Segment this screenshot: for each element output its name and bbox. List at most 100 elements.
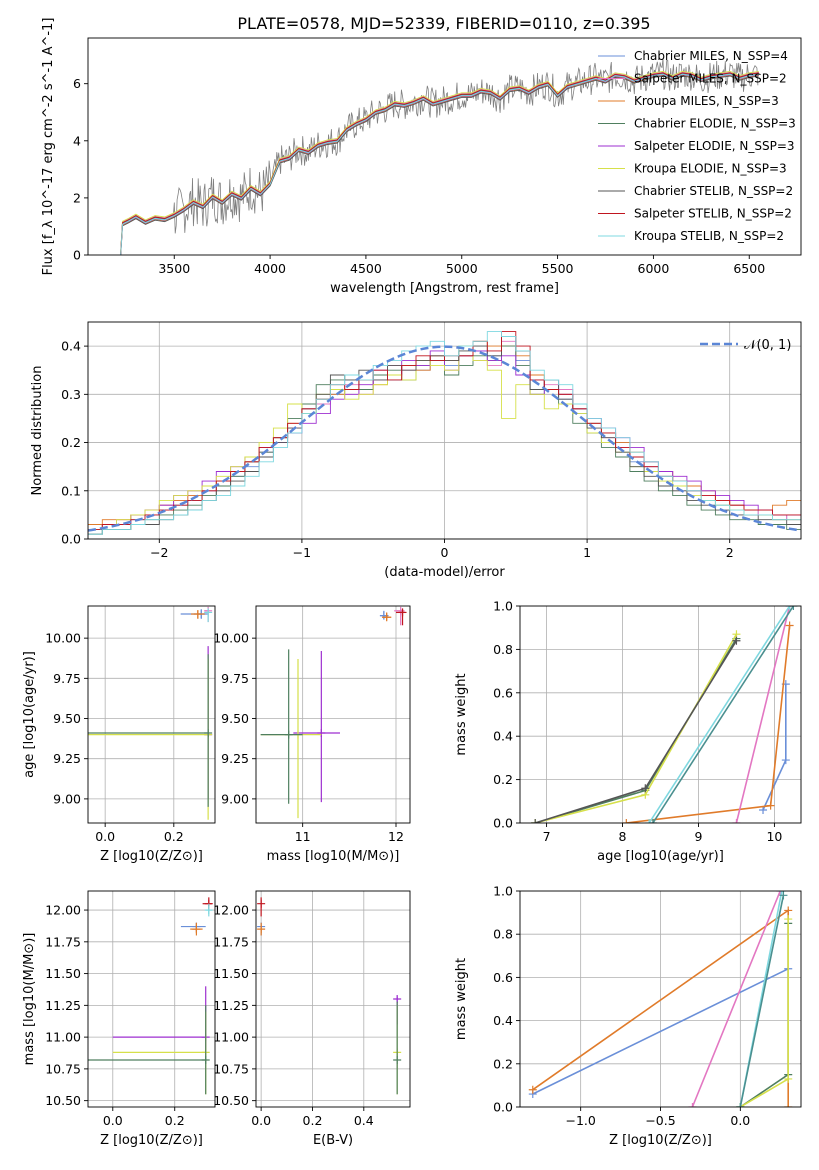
weight-marker-1-1 — [766, 801, 775, 810]
plot-area-age-weight — [520, 606, 801, 823]
x-tick-label: 11 — [295, 829, 311, 844]
point-marker-1 — [193, 610, 202, 619]
weight-line-3 — [534, 638, 738, 823]
weight-marker-6-0 — [645, 819, 654, 823]
plot-area-z-weight — [520, 891, 801, 1107]
x-axis-label: mass [log10(M/M⊙)] — [267, 849, 400, 864]
x-axis-label: (data-model)/error — [384, 565, 505, 580]
point-marker-1 — [257, 925, 266, 934]
x-tick-label: 3500 — [158, 261, 190, 276]
y-tick-label: 9.00 — [221, 791, 249, 806]
y-tick-label: 0.6 — [493, 685, 513, 700]
spectrum-model-line-7 — [120, 72, 759, 255]
y-tick-label: 0.2 — [493, 772, 513, 787]
x-tick-label: 12 — [388, 829, 404, 844]
x-axis-label: Z [log10(Z/Z⊙)] — [100, 849, 203, 864]
point-marker-5 — [393, 1055, 402, 1064]
legend-label-8: Kroupa STELIB, N_SSP=2 — [634, 229, 784, 243]
x-axis-label: wavelength [Angstrom, rest frame] — [330, 281, 559, 296]
y-tick-label: 1.0 — [493, 884, 513, 899]
x-tick-label: 4500 — [350, 261, 382, 276]
weight-marker-6-0 — [736, 1103, 745, 1107]
weight-marker-6-1 — [785, 606, 794, 610]
y-tick-label: 10.50 — [45, 1093, 81, 1108]
y-tick-label: 0.6 — [493, 970, 513, 985]
point-marker-5 — [204, 728, 213, 737]
plot-area-spectrum — [120, 58, 759, 255]
axes-frame — [255, 605, 411, 824]
x-tick-label: 0.0 — [730, 1113, 750, 1128]
y-tick-label: 0.3 — [61, 387, 81, 402]
y-tick-label: 11.00 — [45, 1030, 81, 1045]
x-tick-label: −0.5 — [645, 1113, 675, 1128]
legend-label-gaussian: 𝒩(0, 1) — [744, 338, 791, 353]
panel-mass-age: 11 12 9.00 9.25 9.50 9.75 10.00 mass [log10(M/M… — [213, 605, 411, 864]
y-tick-label: 9.50 — [53, 711, 81, 726]
y-axis-label: mass [log10(M/M⊙)] — [22, 933, 37, 1066]
y-axis-label: Flux [f_λ 10^-17 erg cm^-2 s^-1 A^-1] — [41, 18, 56, 276]
y-tick-label: 9.25 — [53, 751, 81, 766]
y-tick-label: 2 — [73, 190, 81, 205]
legend-label-2: Kroupa MILES, N_SSP=3 — [634, 94, 779, 108]
point-marker-2 — [396, 606, 405, 615]
y-tick-label: 0.0 — [61, 532, 81, 547]
weight-marker-2-0 — [732, 819, 741, 823]
point-marker-1 — [192, 925, 201, 934]
y-tick-label: 9.75 — [53, 671, 81, 686]
x-tick-label: 7 — [543, 829, 551, 844]
y-tick-label: 11.75 — [45, 934, 81, 949]
weight-marker-5-0 — [531, 819, 540, 823]
spectrum-model-line-6 — [120, 75, 759, 255]
y-tick-label: 11.00 — [213, 1030, 249, 1045]
y-axis-label: Normed distribution — [30, 366, 45, 496]
y-tick-label: 10.00 — [213, 631, 249, 646]
weight-marker-7-0 — [648, 819, 657, 823]
x-tick-label: 0 — [441, 545, 449, 560]
spectrum-model-line-5 — [120, 70, 759, 253]
weight-marker-2-0 — [688, 1103, 697, 1107]
x-axis-label: Z [log10(Z/Z⊙)] — [609, 1133, 712, 1148]
y-tick-label: 6 — [73, 76, 81, 91]
y-tick-label: 1.0 — [493, 599, 513, 614]
plot-area-mass-age — [256, 606, 410, 823]
y-tick-label: 0.2 — [493, 1056, 513, 1071]
plot-area-ebv-mass — [256, 891, 410, 1107]
y-tick-label: 12.00 — [45, 903, 81, 918]
spectrum-model-line-1 — [120, 71, 759, 254]
legend-label-0: Chabrier MILES, N_SSP=4 — [634, 49, 788, 63]
axes-frame — [255, 890, 411, 1108]
legend-label-6: Chabrier STELIB, N_SSP=2 — [634, 184, 793, 198]
weight-marker-5-2 — [732, 636, 741, 645]
point-marker-6 — [204, 608, 213, 617]
y-tick-label: 12.00 — [213, 903, 249, 918]
point-marker-3 — [398, 608, 407, 617]
x-tick-label: 9 — [694, 829, 702, 844]
weight-line-2 — [735, 606, 791, 823]
figure-title: PLATE=0578, MJD=52339, FIBERID=0110, z=0… — [237, 14, 650, 33]
x-axis-label: E(B-V) — [313, 1133, 353, 1148]
weight-line-4 — [535, 633, 738, 823]
y-axis-label: mass weight — [454, 673, 469, 755]
legend-label-4: Salpeter ELODIE, N_SSP=3 — [634, 139, 795, 153]
panel-z-mass: 0.0 0.2 10.50 10.75 11.00 11.25 11.50 11.75 12.0… — [22, 890, 216, 1148]
spectrum-data-line — [120, 58, 759, 255]
residual-histogram-5 — [88, 345, 801, 539]
y-tick-label: 9.50 — [221, 711, 249, 726]
y-tick-label: 10.00 — [45, 631, 81, 646]
x-tick-label: 5500 — [542, 261, 574, 276]
x-tick-label: 5000 — [446, 261, 478, 276]
weight-marker-6-1 — [779, 891, 788, 900]
y-tick-label: 0.0 — [493, 1100, 513, 1115]
point-marker-2 — [257, 899, 266, 908]
residual-histogram-8 — [88, 331, 801, 539]
x-axis-label: age [log10(age/yr)] — [597, 849, 724, 864]
weight-marker-5-1 — [641, 784, 650, 793]
plot-area-residuals — [88, 322, 801, 539]
y-tick-label: 9.00 — [53, 791, 81, 806]
weight-line-2 — [691, 891, 781, 1107]
y-tick-label: 9.75 — [221, 671, 249, 686]
legend-label-5: Kroupa ELODIE, N_SSP=3 — [634, 162, 787, 176]
y-tick-label: 11.50 — [45, 966, 81, 981]
y-tick-label: 0.0 — [493, 816, 513, 831]
y-tick-label: 10.75 — [45, 1061, 81, 1076]
